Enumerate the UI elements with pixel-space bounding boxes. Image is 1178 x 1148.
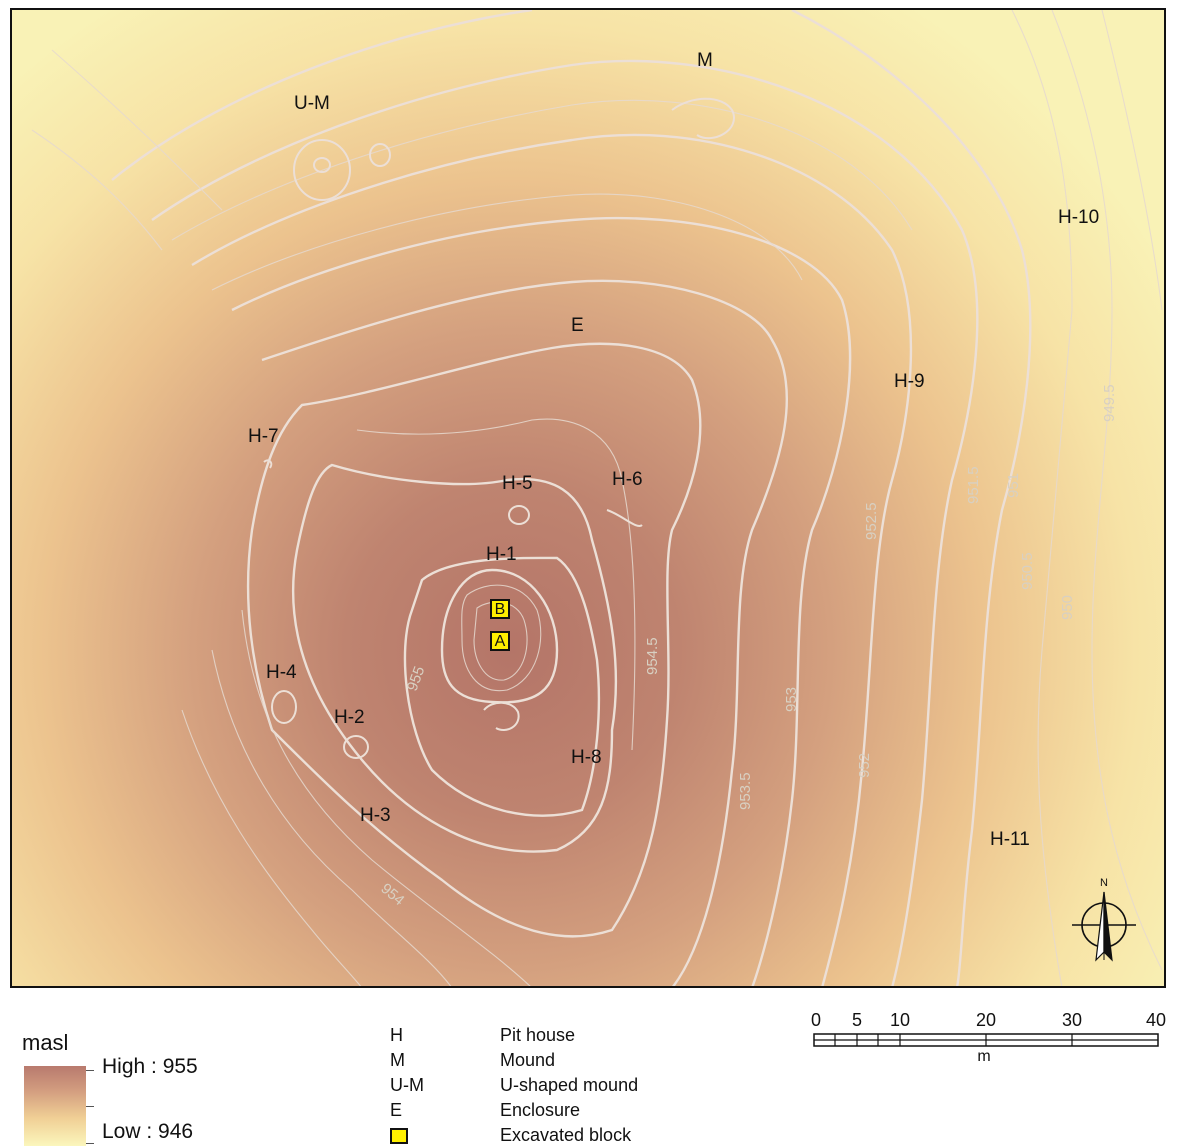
scale-unit: m xyxy=(977,1048,991,1065)
north-arrow-label: N xyxy=(1100,877,1108,889)
legend-desc-m: Mound xyxy=(500,1050,556,1070)
site-label-h-4: H-4 xyxy=(266,662,297,683)
scale-bar: 0 5 10 20 30 40 m xyxy=(810,1010,1172,1070)
legend-desc-u-m: U-shaped mound xyxy=(500,1075,639,1095)
elevation-map: 949.5 951 951.5 952.5 950.5 950 955 954.… xyxy=(12,10,1164,986)
site-label-e: E xyxy=(571,315,584,336)
legend-high-label: High : 955 xyxy=(102,1055,198,1078)
minor-contours xyxy=(31,10,1163,986)
site-label-h-6: H-6 xyxy=(612,469,643,490)
major-contours xyxy=(111,10,1032,986)
site-label-h-11: H-11 xyxy=(990,829,1030,850)
scale-tick-40: 40 xyxy=(1145,1010,1167,1030)
site-label-h-2: H-2 xyxy=(334,707,365,728)
site-label-h-7: H-7 xyxy=(248,426,279,447)
contour-label-9505: 950.5 xyxy=(1019,552,1036,590)
legend-excavated-label: Excavated block xyxy=(500,1125,632,1145)
feature-contours xyxy=(263,97,735,759)
site-label-h-8: H-8 xyxy=(571,747,602,768)
site-label-m: M xyxy=(697,50,713,71)
scale-tick-20: 20 xyxy=(975,1010,997,1030)
legend-ramp-tick-low xyxy=(86,1143,94,1144)
site-label-u-m: U-M xyxy=(294,93,330,114)
site-label-h-1: H-1 xyxy=(486,544,517,565)
scale-bar-graphic xyxy=(813,1033,1159,1047)
contour-label-9535: 953.5 xyxy=(737,772,754,810)
legend-low-label: Low : 946 xyxy=(102,1120,194,1143)
contour-label-953: 953 xyxy=(783,687,800,712)
legend-elevation-title: masl xyxy=(22,1030,69,1055)
excavated-block-a: A xyxy=(490,631,510,651)
site-label-h-10: H-10 xyxy=(1058,207,1100,228)
contour-label-9495: 949.5 xyxy=(1101,384,1118,422)
site-label-h-3: H-3 xyxy=(360,805,391,826)
contour-label-9525: 952.5 xyxy=(863,502,880,540)
legend-key-h: H xyxy=(390,1025,403,1045)
scale-tick-0: 0 xyxy=(810,1010,822,1030)
legend-elevation-ramp xyxy=(24,1066,86,1146)
legend-key-u-m: U-M xyxy=(390,1075,424,1095)
excavated-block-b: B xyxy=(490,599,510,619)
legend-key-m: M xyxy=(390,1050,405,1070)
map-frame: 949.5 951 951.5 952.5 950.5 950 955 954.… xyxy=(10,8,1166,988)
legend-excavated-swatch xyxy=(390,1128,408,1144)
scale-tick-10: 10 xyxy=(889,1010,911,1030)
legend-ramp-tick-high xyxy=(86,1070,94,1071)
legend-desc-e: Enclosure xyxy=(500,1100,581,1120)
site-label-h-9: H-9 xyxy=(894,371,925,392)
scale-tick-30: 30 xyxy=(1061,1010,1083,1030)
contour-label-951: 951 xyxy=(1005,473,1022,498)
legend-key-e: E xyxy=(390,1100,403,1120)
north-arrow-icon: N xyxy=(1072,877,1136,962)
legend-ramp-tick-mid xyxy=(86,1106,94,1107)
contour-label-950: 950 xyxy=(1059,595,1076,620)
contour-label-952: 952 xyxy=(856,753,873,778)
legend-desc-h: Pit house xyxy=(500,1025,576,1045)
site-label-h-5: H-5 xyxy=(502,473,533,494)
scale-tick-5: 5 xyxy=(851,1010,863,1030)
contour-label-9545: 954.5 xyxy=(644,637,661,675)
contour-label-9515: 951.5 xyxy=(965,466,982,504)
contour-value-labels: 949.5 951 951.5 952.5 950.5 950 955 954.… xyxy=(377,384,1118,909)
